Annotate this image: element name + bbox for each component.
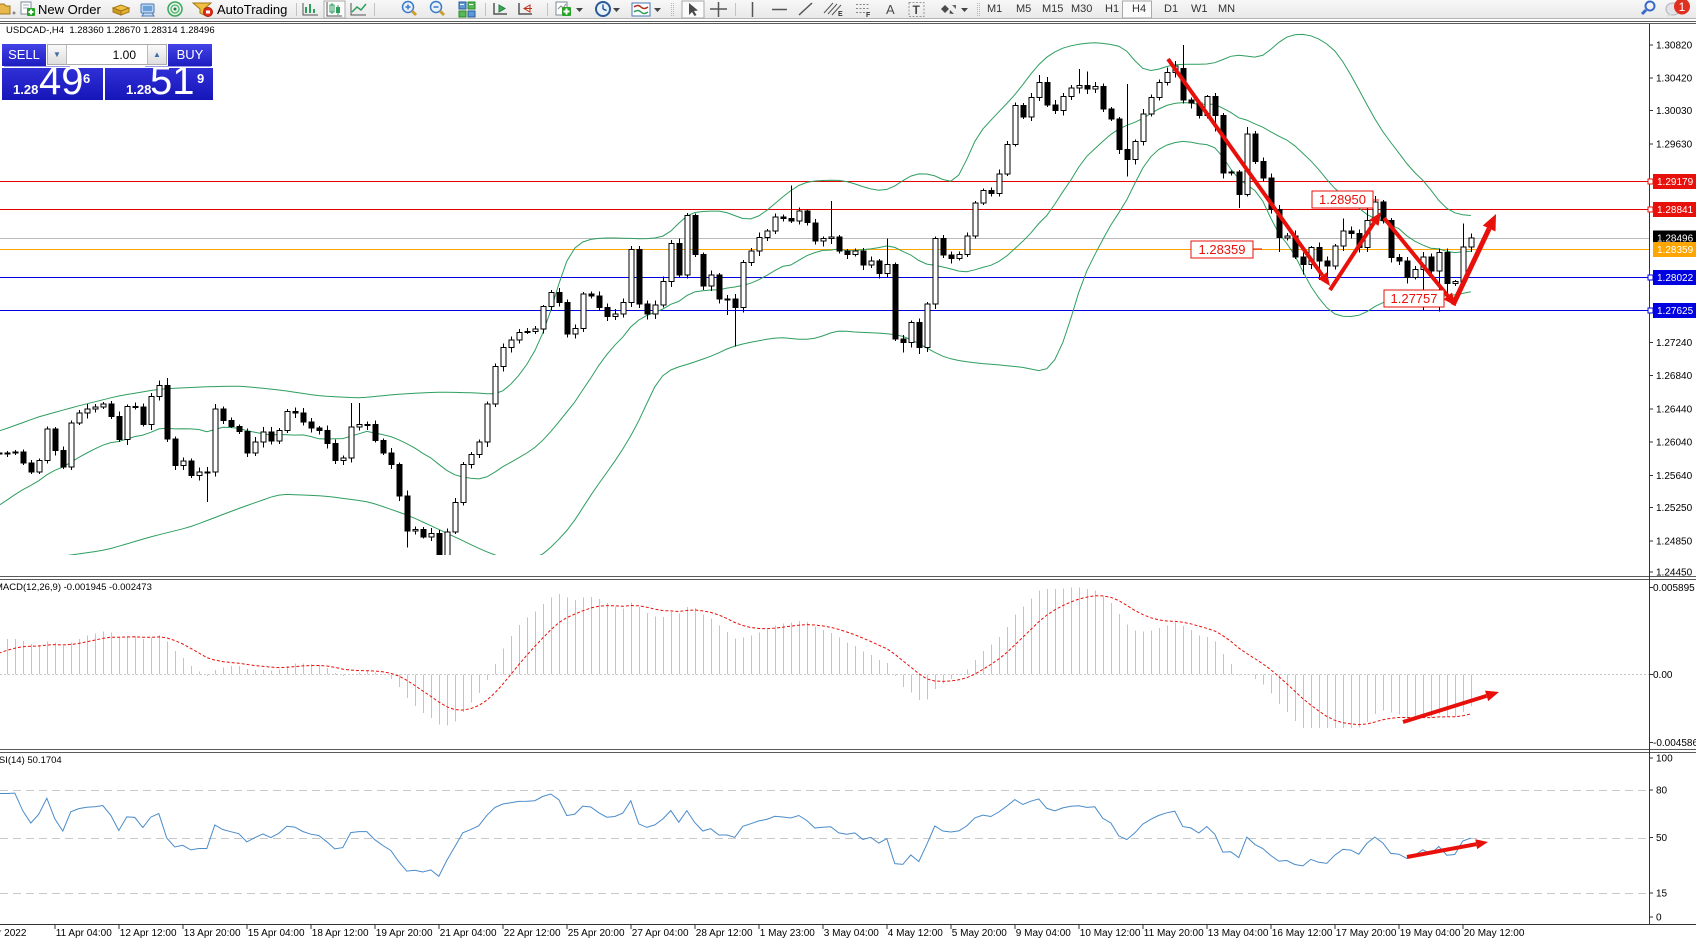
svg-text:15: 15 <box>1656 889 1668 900</box>
svg-text:1.30030: 1.30030 <box>1656 106 1693 117</box>
svg-text:27 Apr 04:00: 27 Apr 04:00 <box>632 928 689 939</box>
svg-text:1.26440: 1.26440 <box>1656 404 1693 415</box>
svg-text:1.30420: 1.30420 <box>1656 74 1693 85</box>
svg-text:1.28359: 1.28359 <box>1657 245 1694 256</box>
svg-text:0.005895: 0.005895 <box>1653 583 1695 594</box>
svg-text:1.24450: 1.24450 <box>1656 568 1693 579</box>
svg-text:1.29179: 1.29179 <box>1657 177 1694 188</box>
svg-text:50: 50 <box>1656 833 1668 844</box>
svg-text:16 May 12:00: 16 May 12:00 <box>1272 928 1333 939</box>
svg-text:20 May 12:00: 20 May 12:00 <box>1464 928 1525 939</box>
svg-text:1 May 23:00: 1 May 23:00 <box>760 928 815 939</box>
svg-text:E: E <box>838 11 843 18</box>
svg-text:9 May 04:00: 9 May 04:00 <box>1016 928 1071 939</box>
svg-text:1.27240: 1.27240 <box>1656 338 1693 349</box>
svg-text:80: 80 <box>1656 785 1668 796</box>
svg-text:1.29630: 1.29630 <box>1656 139 1693 150</box>
svg-text:3 May 04:00: 3 May 04:00 <box>824 928 879 939</box>
svg-text:0.00: 0.00 <box>1653 670 1673 681</box>
svg-text:19 Apr 20:00: 19 Apr 20:00 <box>376 928 433 939</box>
svg-text:5 May 20:00: 5 May 20:00 <box>952 928 1007 939</box>
svg-text:1.25640: 1.25640 <box>1656 471 1693 482</box>
svg-text:MACD(12,26,9) -0.001945 -0.002: MACD(12,26,9) -0.001945 -0.002473 <box>0 582 152 593</box>
svg-text:4 May 12:00: 4 May 12:00 <box>888 928 943 939</box>
svg-text:1.28496: 1.28496 <box>1657 234 1694 245</box>
svg-text:21 Apr 04:00: 21 Apr 04:00 <box>440 928 497 939</box>
svg-text:13 Apr 20:00: 13 Apr 20:00 <box>184 928 241 939</box>
svg-text:RSI(14) 50.1704: RSI(14) 50.1704 <box>0 755 62 766</box>
svg-text:22 Apr 12:00: 22 Apr 12:00 <box>504 928 561 939</box>
svg-text:11 May 20:00: 11 May 20:00 <box>1144 928 1204 939</box>
svg-text:1.28022: 1.28022 <box>1657 273 1694 284</box>
svg-text:28 Apr 12:00: 28 Apr 12:00 <box>696 928 753 939</box>
svg-text:8 Apr 2022: 8 Apr 2022 <box>0 928 27 939</box>
svg-text:12 Apr 12:00: 12 Apr 12:00 <box>120 928 177 939</box>
svg-text:10 May 12:00: 10 May 12:00 <box>1080 928 1141 939</box>
svg-text:0: 0 <box>1656 913 1662 924</box>
svg-text:25 Apr 20:00: 25 Apr 20:00 <box>568 928 625 939</box>
svg-text:15 Apr 04:00: 15 Apr 04:00 <box>248 928 305 939</box>
svg-text:T: T <box>913 3 921 17</box>
svg-text:1.27625: 1.27625 <box>1657 306 1694 317</box>
svg-text:1.26840: 1.26840 <box>1656 371 1693 382</box>
svg-text:1.30820: 1.30820 <box>1656 41 1693 52</box>
svg-text:1: 1 <box>1679 0 1686 14</box>
svg-text:13 May 04:00: 13 May 04:00 <box>1208 928 1269 939</box>
svg-text:19 May 04:00: 19 May 04:00 <box>1400 928 1461 939</box>
svg-text:F: F <box>866 12 871 19</box>
svg-text:1.28359: 1.28359 <box>1199 242 1246 257</box>
svg-text:1.28950: 1.28950 <box>1319 192 1366 207</box>
svg-text:18 Apr 12:00: 18 Apr 12:00 <box>312 928 369 939</box>
svg-text:1.27757: 1.27757 <box>1391 291 1438 306</box>
svg-text:1.26040: 1.26040 <box>1656 438 1693 449</box>
svg-text:1.25250: 1.25250 <box>1656 503 1693 514</box>
svg-text:1.24850: 1.24850 <box>1656 536 1693 547</box>
svg-text:-0.004586: -0.004586 <box>1653 738 1696 749</box>
svg-text:100: 100 <box>1656 754 1673 765</box>
svg-text:A: A <box>886 2 895 17</box>
svg-text:11 Apr 04:00: 11 Apr 04:00 <box>56 928 112 939</box>
svg-text:USDCAD-,H4 1.28360 1.28670 1.: USDCAD-,H4 1.28360 1.28670 1.28314 1.284… <box>6 25 215 36</box>
svg-text:1.28841: 1.28841 <box>1657 205 1694 216</box>
svg-text:17 May 20:00: 17 May 20:00 <box>1336 928 1397 939</box>
